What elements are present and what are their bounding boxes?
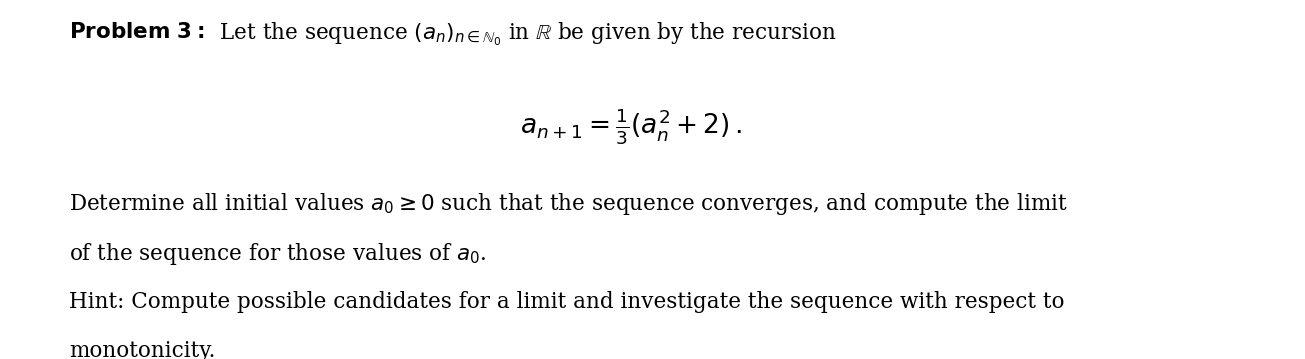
Text: monotonicity.: monotonicity. <box>69 340 215 359</box>
Text: $a_{n+1} = \frac{1}{3}(a_n^2 + 2)\,.$: $a_{n+1} = \frac{1}{3}(a_n^2 + 2)\,.$ <box>519 107 743 147</box>
Text: Determine all initial values $a_0 \geq 0$ such that the sequence converges, and : Determine all initial values $a_0 \geq 0… <box>69 191 1069 217</box>
Text: Let the sequence $(a_n)_{n\in\mathbb{N}_0}$ in $\mathbb{R}$ be given by the recu: Let the sequence $(a_n)_{n\in\mathbb{N}_… <box>206 21 837 48</box>
Text: $\bf{Problem\ 3:}$: $\bf{Problem\ 3:}$ <box>69 21 205 43</box>
Text: Hint: Compute possible candidates for a limit and investigate the sequence with : Hint: Compute possible candidates for a … <box>69 290 1065 313</box>
Text: of the sequence for those values of $a_0$.: of the sequence for those values of $a_0… <box>69 241 487 267</box>
